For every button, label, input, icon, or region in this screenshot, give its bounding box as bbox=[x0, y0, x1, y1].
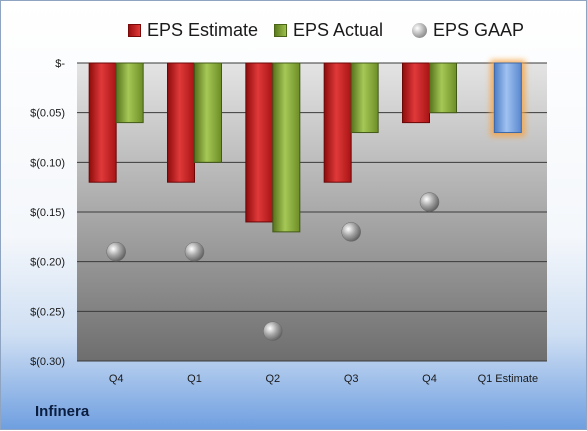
bar-eps-actual bbox=[272, 62, 301, 233]
legend-label-eps-estimate: EPS Estimate bbox=[147, 19, 259, 40]
legend-item-eps-actual: EPS Actual bbox=[274, 17, 383, 43]
y-tick-label: $(0.10) bbox=[30, 157, 65, 169]
x-tick-label: Q2 bbox=[265, 373, 280, 385]
legend-swatch-eps-gaap bbox=[412, 22, 427, 38]
legend-swatch-eps-estimate bbox=[128, 23, 141, 37]
bar-eps-estimate bbox=[88, 62, 117, 183]
y-tick-label: $- bbox=[55, 58, 65, 70]
x-tick-label: Q1 bbox=[187, 373, 202, 385]
bar-eps-actual bbox=[429, 62, 457, 114]
x-tick-label: Q1 Estimate bbox=[478, 373, 539, 385]
legend-item-eps-gaap: EPS GAAP bbox=[412, 17, 524, 43]
legend-label-eps-actual: EPS Actual bbox=[293, 19, 384, 40]
bar-eps-estimate-upcoming bbox=[493, 62, 522, 134]
x-tick-label: Q3 bbox=[344, 373, 359, 385]
point-eps-gaap bbox=[184, 241, 205, 262]
legend-item-eps-estimate: EPS Estimate bbox=[128, 17, 258, 43]
legend-swatch-eps-actual bbox=[274, 23, 287, 37]
point-eps-gaap bbox=[106, 241, 126, 262]
point-eps-gaap bbox=[263, 321, 283, 341]
bar-eps-estimate bbox=[323, 62, 352, 183]
y-tick-label: $(0.20) bbox=[30, 257, 65, 269]
y-tick-label: $(0.25) bbox=[30, 306, 65, 318]
bar-eps-estimate bbox=[245, 62, 274, 223]
point-eps-gaap bbox=[419, 192, 440, 212]
bar-eps-actual bbox=[194, 62, 222, 163]
bar-eps-estimate bbox=[167, 62, 195, 183]
x-tick-label: Q4 bbox=[422, 373, 437, 385]
point-eps-gaap bbox=[341, 222, 361, 242]
y-tick-label: $(0.15) bbox=[30, 207, 65, 219]
y-tick-label: $(0.05) bbox=[30, 108, 65, 120]
chart-legend: EPS Estimate EPS Actual EPS GAAP bbox=[1, 17, 587, 43]
bar-eps-actual bbox=[350, 62, 379, 134]
bar-eps-actual bbox=[115, 62, 144, 124]
bar-eps-estimate bbox=[402, 62, 430, 124]
company-name: Infinera bbox=[35, 403, 90, 420]
legend-label-eps-gaap: EPS GAAP bbox=[433, 19, 525, 40]
y-tick-label: $(0.30) bbox=[30, 356, 65, 368]
x-tick-label: Q4 bbox=[109, 373, 124, 385]
